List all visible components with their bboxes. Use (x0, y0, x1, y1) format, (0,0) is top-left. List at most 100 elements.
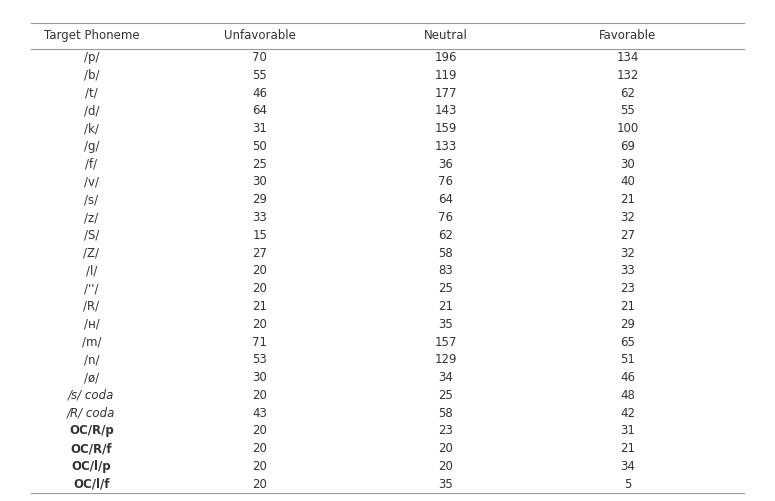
Text: /s/: /s/ (84, 193, 98, 206)
Text: 64: 64 (252, 104, 267, 117)
Text: 15: 15 (252, 229, 267, 242)
Text: 30: 30 (252, 175, 267, 188)
Text: 62: 62 (620, 87, 635, 100)
Text: Unfavorable: Unfavorable (224, 29, 295, 42)
Text: /Z/: /Z/ (84, 246, 99, 260)
Text: Neutral: Neutral (424, 29, 467, 42)
Text: 76: 76 (438, 175, 453, 188)
Text: 71: 71 (252, 336, 267, 349)
Text: 46: 46 (620, 371, 635, 384)
Text: /ø/: /ø/ (84, 371, 99, 384)
Text: 21: 21 (620, 193, 635, 206)
Text: 29: 29 (252, 193, 267, 206)
Text: 119: 119 (434, 69, 457, 82)
Text: /R/ coda: /R/ coda (67, 407, 115, 420)
Text: 20: 20 (252, 442, 267, 455)
Text: 23: 23 (620, 282, 635, 295)
Text: /ʜ/: /ʜ/ (84, 318, 99, 331)
Text: 129: 129 (434, 353, 457, 366)
Text: 43: 43 (252, 407, 267, 420)
Text: /l/: /l/ (86, 265, 97, 278)
Text: /n/: /n/ (84, 353, 99, 366)
Text: 20: 20 (252, 282, 267, 295)
Text: 76: 76 (438, 211, 453, 224)
Text: 30: 30 (620, 158, 635, 171)
Text: 65: 65 (620, 336, 635, 349)
Text: /''/: /''/ (84, 282, 98, 295)
Text: 5: 5 (624, 478, 632, 491)
Text: 20: 20 (438, 442, 453, 455)
Text: /t/: /t/ (85, 87, 98, 100)
Text: 20: 20 (252, 424, 267, 437)
Text: 134: 134 (617, 51, 639, 64)
Text: 58: 58 (438, 407, 453, 420)
Text: 27: 27 (252, 246, 267, 260)
Text: 35: 35 (438, 318, 453, 331)
Text: 20: 20 (252, 478, 267, 491)
Text: 34: 34 (620, 460, 635, 473)
Text: 20: 20 (252, 265, 267, 278)
Text: 177: 177 (434, 87, 457, 100)
Text: /b/: /b/ (84, 69, 99, 82)
Text: 31: 31 (620, 424, 635, 437)
Text: 20: 20 (252, 460, 267, 473)
Text: 25: 25 (252, 158, 267, 171)
Text: 53: 53 (252, 353, 267, 366)
Text: OC/l/p: OC/l/p (71, 460, 112, 473)
Text: /g/: /g/ (84, 140, 99, 153)
Text: 196: 196 (434, 51, 457, 64)
Text: /f/: /f/ (85, 158, 98, 171)
Text: /S/: /S/ (84, 229, 99, 242)
Text: 40: 40 (620, 175, 635, 188)
Text: 30: 30 (252, 371, 267, 384)
Text: 55: 55 (252, 69, 267, 82)
Text: 31: 31 (252, 122, 267, 135)
Text: 46: 46 (252, 87, 267, 100)
Text: 143: 143 (435, 104, 456, 117)
Text: 20: 20 (252, 389, 267, 402)
Text: 64: 64 (438, 193, 453, 206)
Text: 20: 20 (438, 460, 453, 473)
Text: OC/l/f: OC/l/f (73, 478, 110, 491)
Text: 32: 32 (620, 211, 635, 224)
Text: 133: 133 (435, 140, 456, 153)
Text: 58: 58 (438, 246, 453, 260)
Text: /d/: /d/ (84, 104, 99, 117)
Text: /k/: /k/ (84, 122, 99, 135)
Text: 69: 69 (620, 140, 635, 153)
Text: Favorable: Favorable (599, 29, 656, 42)
Text: 21: 21 (620, 300, 635, 313)
Text: 157: 157 (435, 336, 456, 349)
Text: 83: 83 (438, 265, 453, 278)
Text: 20: 20 (252, 318, 267, 331)
Text: 21: 21 (252, 300, 267, 313)
Text: OC/R/f: OC/R/f (71, 442, 112, 455)
Text: OC/R/p: OC/R/p (69, 424, 114, 437)
Text: /z/: /z/ (84, 211, 98, 224)
Text: 29: 29 (620, 318, 635, 331)
Text: /m/: /m/ (81, 336, 102, 349)
Text: 25: 25 (438, 389, 453, 402)
Text: 35: 35 (438, 478, 453, 491)
Text: 48: 48 (620, 389, 635, 402)
Text: 21: 21 (620, 442, 635, 455)
Text: /p/: /p/ (84, 51, 99, 64)
Text: 25: 25 (438, 282, 453, 295)
Text: 33: 33 (252, 211, 267, 224)
Text: /R/: /R/ (84, 300, 99, 313)
Text: 159: 159 (435, 122, 456, 135)
Text: 23: 23 (438, 424, 453, 437)
Text: 62: 62 (438, 229, 453, 242)
Text: 42: 42 (620, 407, 635, 420)
Text: 33: 33 (620, 265, 635, 278)
Text: /v/: /v/ (84, 175, 99, 188)
Text: /s/ coda: /s/ coda (68, 389, 115, 402)
Text: 34: 34 (438, 371, 453, 384)
Text: 100: 100 (617, 122, 639, 135)
Text: 21: 21 (438, 300, 453, 313)
Text: 50: 50 (252, 140, 267, 153)
Text: 132: 132 (617, 69, 639, 82)
Text: 51: 51 (620, 353, 635, 366)
Text: Target Phoneme: Target Phoneme (43, 29, 140, 42)
Text: 32: 32 (620, 246, 635, 260)
